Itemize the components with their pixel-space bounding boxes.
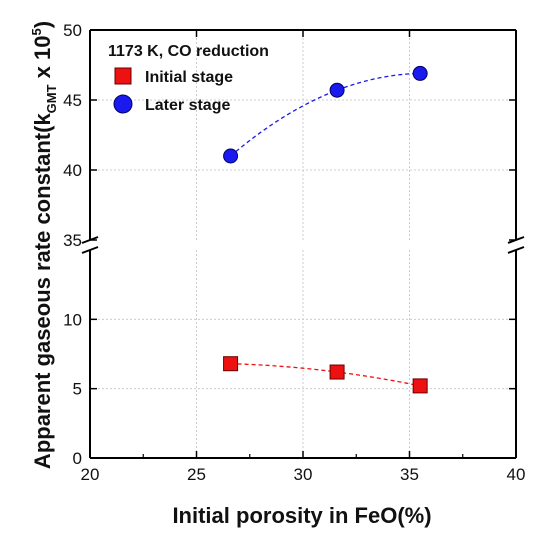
data-point-initial bbox=[223, 356, 239, 372]
x-axis-label: Initial porosity in FeO(%) bbox=[172, 503, 431, 528]
y-tick-label: 50 bbox=[63, 21, 82, 40]
axis-break-mark bbox=[81, 246, 99, 254]
x-tick-label: 35 bbox=[400, 465, 419, 484]
legend-circle-icon bbox=[113, 94, 133, 114]
fit-lines bbox=[230, 72, 421, 387]
data-point-later bbox=[329, 82, 345, 98]
y-axis-label: Apparent gaseous rate constant(kGMT x 10… bbox=[29, 21, 59, 469]
legend-title: 1173 K, CO reduction bbox=[108, 43, 269, 60]
ticks: 20 25 30 35 40 0 5 10 35 40 45 50 bbox=[63, 21, 525, 484]
y-tick-label: 5 bbox=[73, 380, 82, 399]
legend-label-initial: Initial stage bbox=[145, 69, 233, 86]
x-tick-label: 25 bbox=[187, 465, 206, 484]
y-tick-label: 45 bbox=[63, 91, 82, 110]
y-tick-label: 35 bbox=[63, 231, 82, 250]
axis-break-mark bbox=[507, 246, 525, 254]
data-point-initial bbox=[329, 364, 345, 380]
x-tick-label: 40 bbox=[507, 465, 526, 484]
data-points bbox=[223, 65, 428, 394]
data-point-later bbox=[412, 65, 428, 81]
x-tick-label: 20 bbox=[81, 465, 100, 484]
legend: 1173 K, CO reduction Initial stage Later… bbox=[108, 43, 269, 114]
y-tick-label: 0 bbox=[73, 449, 82, 468]
legend-label-later: Later stage bbox=[145, 97, 230, 114]
x-tick-label: 30 bbox=[294, 465, 313, 484]
y-tick-label: 40 bbox=[63, 161, 82, 180]
legend-square-icon bbox=[114, 67, 132, 85]
grid bbox=[90, 30, 516, 458]
fit-line-0 bbox=[230, 363, 421, 387]
y-tick-label: 10 bbox=[63, 310, 82, 329]
data-point-initial bbox=[412, 378, 428, 394]
axes bbox=[81, 29, 525, 459]
data-point-later bbox=[223, 148, 239, 164]
fit-line-1 bbox=[230, 72, 421, 157]
